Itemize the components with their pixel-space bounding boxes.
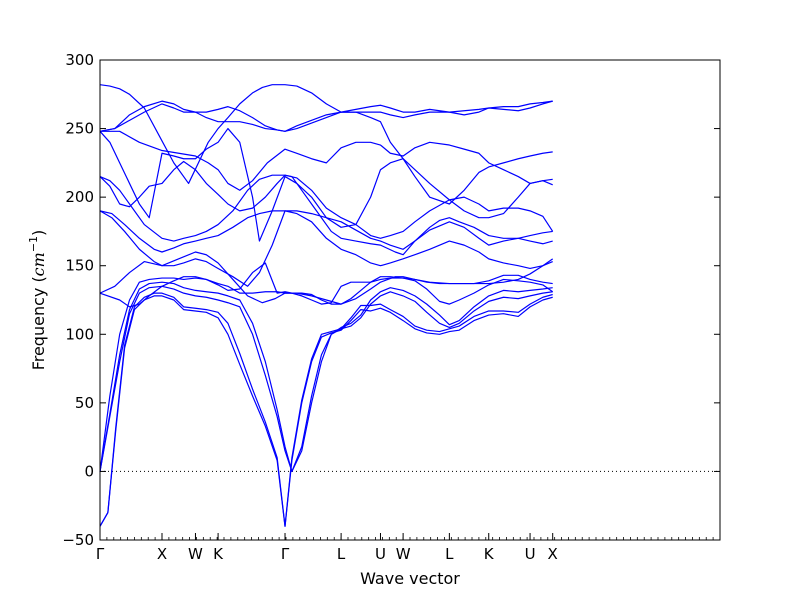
x-tick-label: W (188, 545, 203, 563)
x-tick-label: U (525, 545, 536, 563)
band-line-9 (99, 210, 553, 253)
band-line-16 (100, 130, 553, 191)
y-axis-label-unit: cm (29, 252, 48, 276)
x-tick-label: W (396, 545, 411, 563)
band-line-7 (99, 251, 553, 305)
y-axis-label-sup: −1 (27, 236, 40, 252)
band-line-8 (99, 210, 554, 287)
y-tick-label: 0 (84, 462, 94, 480)
band-line-13 (99, 103, 553, 205)
band-line-14 (99, 100, 553, 132)
x-tick-label: Γ (96, 545, 105, 563)
y-axis-label-close: ) (29, 230, 48, 236)
y-tick-label: −50 (62, 531, 94, 549)
band-line-1 (99, 295, 553, 527)
band-series-group (99, 84, 554, 527)
band-line-3 (99, 285, 553, 473)
x-tick-label: K (213, 545, 224, 563)
y-tick-label: 150 (65, 257, 94, 275)
plot-background (100, 60, 720, 540)
x-axis-label: Wave vector (360, 569, 460, 588)
band-line-2 (99, 292, 553, 527)
y-tick-label: 50 (75, 394, 94, 412)
x-tick-label: L (337, 545, 346, 563)
band-line-11 (99, 160, 553, 256)
x-tick-label: Γ (281, 545, 290, 563)
y-axis-label-text: Frequency ( (29, 276, 48, 370)
y-axis-label: Frequency (cm−1) (27, 230, 48, 371)
band-line-12 (99, 127, 553, 242)
y-tick-label: 250 (65, 120, 94, 138)
y-tick-label: 200 (65, 188, 94, 206)
y-tick-label: 300 (65, 51, 94, 69)
x-tick-label: X (157, 545, 167, 563)
y-axis-ticks: −50 0 50 100 150 200 250 300 (62, 51, 720, 549)
x-tick-label: L (445, 545, 454, 563)
x-tick-label: U (375, 545, 386, 563)
band-line-4 (99, 281, 553, 473)
band-line-10 (99, 174, 554, 242)
x-tick-label: X (548, 545, 558, 563)
band-line-15 (99, 84, 553, 185)
y-tick-label: 100 (65, 325, 94, 343)
x-tick-label: K (484, 545, 495, 563)
